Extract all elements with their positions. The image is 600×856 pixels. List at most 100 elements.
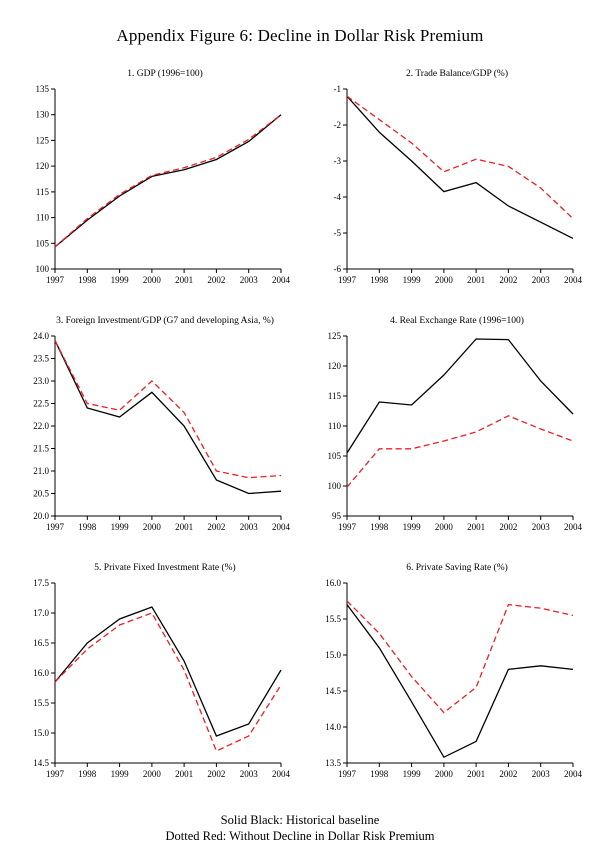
svg-text:1998: 1998 bbox=[370, 522, 389, 532]
svg-text:2003: 2003 bbox=[240, 522, 259, 532]
svg-text:15.0: 15.0 bbox=[325, 650, 341, 660]
svg-text:1999: 1999 bbox=[403, 522, 422, 532]
svg-text:2002: 2002 bbox=[499, 769, 517, 779]
svg-text:120: 120 bbox=[328, 361, 342, 371]
svg-text:-3: -3 bbox=[334, 156, 342, 166]
chart-trade-balance-canvas: -6 -5 -4 -3 -2 -1 1997 1998 1999 2000 2001 2002 2003… bbox=[334, 84, 583, 285]
svg-text:105: 105 bbox=[36, 238, 50, 248]
chart-trade-balance-title: 2. Trade Balance/GDP (%) bbox=[405, 69, 509, 79]
svg-text:-5: -5 bbox=[334, 228, 342, 238]
svg-text:2004: 2004 bbox=[564, 275, 583, 285]
svg-text:110: 110 bbox=[328, 421, 342, 431]
svg-text:1999: 1999 bbox=[111, 522, 130, 532]
svg-text:1999: 1999 bbox=[111, 769, 130, 779]
svg-text:-4: -4 bbox=[334, 192, 342, 202]
legend-line-counterfactual: Dotted Red: Without Decline in Dollar Ri… bbox=[165, 828, 435, 843]
svg-text:20.0: 20.0 bbox=[33, 511, 49, 521]
svg-text:1997: 1997 bbox=[338, 522, 357, 532]
svg-text:2000: 2000 bbox=[143, 769, 162, 779]
svg-text:-6: -6 bbox=[334, 264, 342, 274]
svg-text:17.5: 17.5 bbox=[33, 578, 49, 588]
chart-private-saving: 6. Private Saving Rate (%) 13.5 14.0 14.5 1… bbox=[309, 562, 583, 787]
svg-text:24.0: 24.0 bbox=[33, 331, 49, 341]
svg-text:2003: 2003 bbox=[240, 275, 259, 285]
chart-gdp-title: 1. GDP (1996=100) bbox=[127, 69, 203, 79]
chart-private-fixed-investment: 5. Private Fixed Investment Rate (%) 14.… bbox=[17, 562, 291, 787]
svg-text:14.0: 14.0 bbox=[325, 722, 341, 732]
svg-text:16.5: 16.5 bbox=[33, 638, 49, 648]
svg-text:23.5: 23.5 bbox=[33, 354, 49, 364]
svg-text:14.5: 14.5 bbox=[33, 758, 49, 768]
chart-gdp: 1. GDP (1996=100) 100 105 110 115 120 125 130 1… bbox=[17, 68, 291, 293]
svg-text:21.0: 21.0 bbox=[33, 466, 49, 476]
chart-private-fixed-investment-canvas: 14.5 15.0 15.5 16.0 16.5 17.0 17.5 1997 1998 1999… bbox=[33, 578, 291, 779]
svg-text:115: 115 bbox=[36, 187, 50, 197]
svg-text:1997: 1997 bbox=[46, 769, 65, 779]
svg-text:1997: 1997 bbox=[46, 522, 65, 532]
svg-text:2002: 2002 bbox=[207, 522, 225, 532]
svg-text:125: 125 bbox=[328, 331, 342, 341]
svg-text:115: 115 bbox=[328, 391, 342, 401]
svg-text:2000: 2000 bbox=[435, 522, 454, 532]
svg-text:135: 135 bbox=[36, 84, 50, 94]
chart-foreign-investment: 3. Foreign Investment/GDP (G7 and develo… bbox=[17, 315, 291, 540]
figure-title: Appendix Figure 6: Decline in Dollar Ris… bbox=[116, 26, 484, 45]
svg-text:23.0: 23.0 bbox=[33, 376, 49, 386]
legend: Solid Black: Historical baseline Dotted … bbox=[0, 813, 600, 844]
svg-text:2001: 2001 bbox=[175, 769, 193, 779]
svg-text:1997: 1997 bbox=[338, 275, 357, 285]
svg-text:-1: -1 bbox=[334, 84, 342, 94]
svg-text:13.5: 13.5 bbox=[325, 758, 341, 768]
svg-text:2004: 2004 bbox=[272, 769, 291, 779]
svg-text:2000: 2000 bbox=[435, 275, 454, 285]
svg-text:16.0: 16.0 bbox=[33, 668, 49, 678]
svg-text:17.0: 17.0 bbox=[33, 608, 49, 618]
svg-text:2003: 2003 bbox=[532, 769, 551, 779]
svg-text:2002: 2002 bbox=[499, 275, 517, 285]
chart-private-saving-title: 6. Private Saving Rate (%) bbox=[406, 563, 508, 573]
svg-text:2001: 2001 bbox=[175, 275, 193, 285]
svg-text:1998: 1998 bbox=[78, 769, 97, 779]
svg-text:20.5: 20.5 bbox=[33, 489, 49, 499]
chart-foreign-investment-title: 3. Foreign Investment/GDP (G7 and develo… bbox=[56, 316, 274, 326]
svg-text:2001: 2001 bbox=[467, 522, 485, 532]
svg-text:21.5: 21.5 bbox=[33, 444, 49, 454]
chart-private-fixed-investment-title: 5. Private Fixed Investment Rate (%) bbox=[94, 563, 236, 573]
svg-text:1998: 1998 bbox=[78, 522, 97, 532]
svg-text:95: 95 bbox=[332, 511, 342, 521]
charts-grid: 1. GDP (1996=100) 100 105 110 115 120 125 130 1… bbox=[17, 68, 583, 787]
svg-text:15.0: 15.0 bbox=[33, 728, 49, 738]
svg-text:2003: 2003 bbox=[240, 769, 259, 779]
svg-text:-2: -2 bbox=[334, 120, 342, 130]
svg-text:2000: 2000 bbox=[143, 275, 162, 285]
svg-text:1999: 1999 bbox=[111, 275, 130, 285]
svg-text:100: 100 bbox=[36, 264, 50, 274]
svg-text:100: 100 bbox=[328, 481, 342, 491]
chart-real-exchange-rate: 4. Real Exchange Rate (1996=100) 95 100 10… bbox=[309, 315, 583, 540]
svg-text:120: 120 bbox=[36, 161, 50, 171]
svg-text:2003: 2003 bbox=[532, 522, 551, 532]
svg-text:105: 105 bbox=[328, 451, 342, 461]
chart-foreign-investment-canvas: 20.0 20.5 21.0 21.5 22.0 22.5 23.0 23.5 24.0 1997… bbox=[33, 331, 291, 532]
svg-text:125: 125 bbox=[36, 135, 50, 145]
svg-text:2004: 2004 bbox=[272, 275, 291, 285]
svg-text:15.5: 15.5 bbox=[325, 614, 341, 624]
svg-text:2002: 2002 bbox=[207, 275, 225, 285]
svg-text:2004: 2004 bbox=[272, 522, 291, 532]
chart-private-saving-canvas: 13.5 14.0 14.5 15.0 15.5 16.0 1997 1998 1999 2000… bbox=[325, 578, 583, 779]
svg-text:22.5: 22.5 bbox=[33, 399, 49, 409]
svg-text:14.5: 14.5 bbox=[325, 686, 341, 696]
svg-text:16.0: 16.0 bbox=[325, 578, 341, 588]
svg-text:2003: 2003 bbox=[532, 275, 551, 285]
svg-text:1999: 1999 bbox=[403, 769, 422, 779]
chart-real-exchange-rate-title: 4. Real Exchange Rate (1996=100) bbox=[390, 316, 524, 326]
svg-text:1997: 1997 bbox=[338, 769, 357, 779]
svg-text:1998: 1998 bbox=[370, 275, 389, 285]
svg-text:2001: 2001 bbox=[467, 769, 485, 779]
chart-trade-balance: 2. Trade Balance/GDP (%) -6 -5 -4 -3 -2 -1 199… bbox=[309, 68, 583, 293]
svg-text:2001: 2001 bbox=[175, 522, 193, 532]
svg-text:2002: 2002 bbox=[499, 522, 517, 532]
svg-text:2004: 2004 bbox=[564, 769, 583, 779]
svg-text:22.0: 22.0 bbox=[33, 421, 49, 431]
